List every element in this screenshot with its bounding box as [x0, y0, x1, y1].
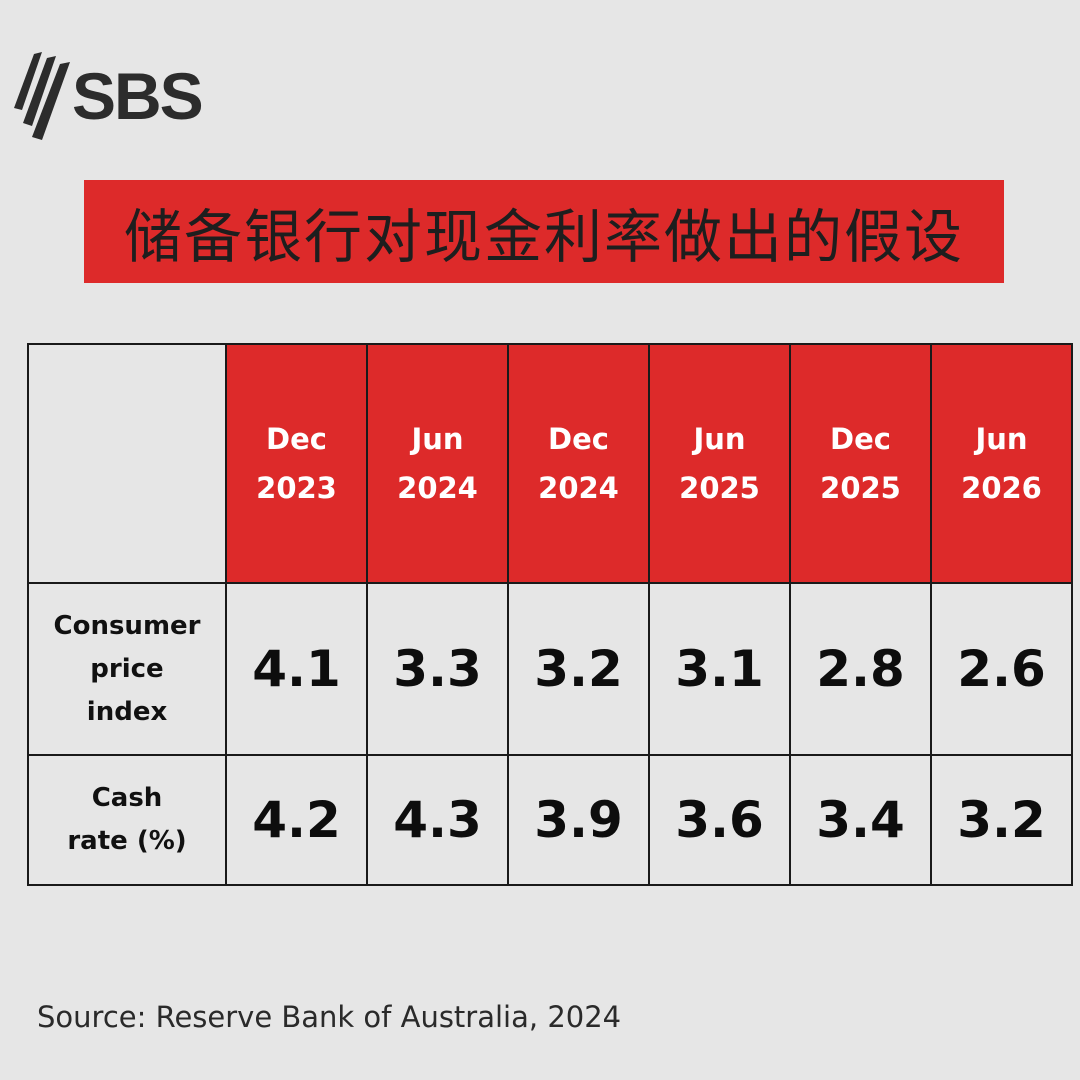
table-cell: 3.2 [930, 754, 1073, 886]
column-header: Dec 2023 [225, 343, 368, 584]
table-row-cash-rate: Cash rate (%) 4.2 4.3 3.9 3.6 3.4 3.2 [27, 754, 1073, 886]
table-cell: 2.6 [930, 582, 1073, 756]
page-title: 储备银行对现金利率做出的假设 [123, 202, 964, 271]
header-row: Dec 2023 Jun 2024 Dec 2024 Jun 2025 Dec 2025 … [27, 343, 1073, 584]
table-cell: 3.9 [507, 754, 650, 886]
title-banner: 储备银行对现金利率做出的假设 [84, 180, 1004, 283]
table-cell: 4.2 [225, 754, 368, 886]
logo-text: SBS [72, 59, 204, 133]
table-cell: 4.3 [366, 754, 509, 886]
table-cell: 3.4 [789, 754, 932, 886]
sbs-logo: SBS [12, 50, 204, 142]
column-header: Jun 2026 [930, 343, 1073, 584]
column-header: Dec 2024 [507, 343, 650, 584]
row-label: Cash rate (%) [27, 754, 227, 886]
table-cell: 4.1 [225, 582, 368, 756]
column-header: Dec 2025 [789, 343, 932, 584]
column-header: Jun 2025 [648, 343, 791, 584]
source-note: Source: Reserve Bank of Australia, 2024 [37, 1000, 622, 1034]
table-cell: 3.6 [648, 754, 791, 886]
row-label: Consumer price index [27, 582, 227, 756]
table-cell: 3.3 [366, 582, 509, 756]
forecast-table: Dec 2023 Jun 2024 Dec 2024 Jun 2025 Dec 2025 … [27, 343, 1073, 886]
sbs-wave-icon [14, 52, 70, 140]
table-cell: 2.8 [789, 582, 932, 756]
corner-cell [27, 343, 227, 584]
table-row-cpi: Consumer price index 4.1 3.3 3.2 3.1 2.8 2… [27, 582, 1073, 756]
table-cell: 3.1 [648, 582, 791, 756]
table-cell: 3.2 [507, 582, 650, 756]
column-header: Jun 2024 [366, 343, 509, 584]
